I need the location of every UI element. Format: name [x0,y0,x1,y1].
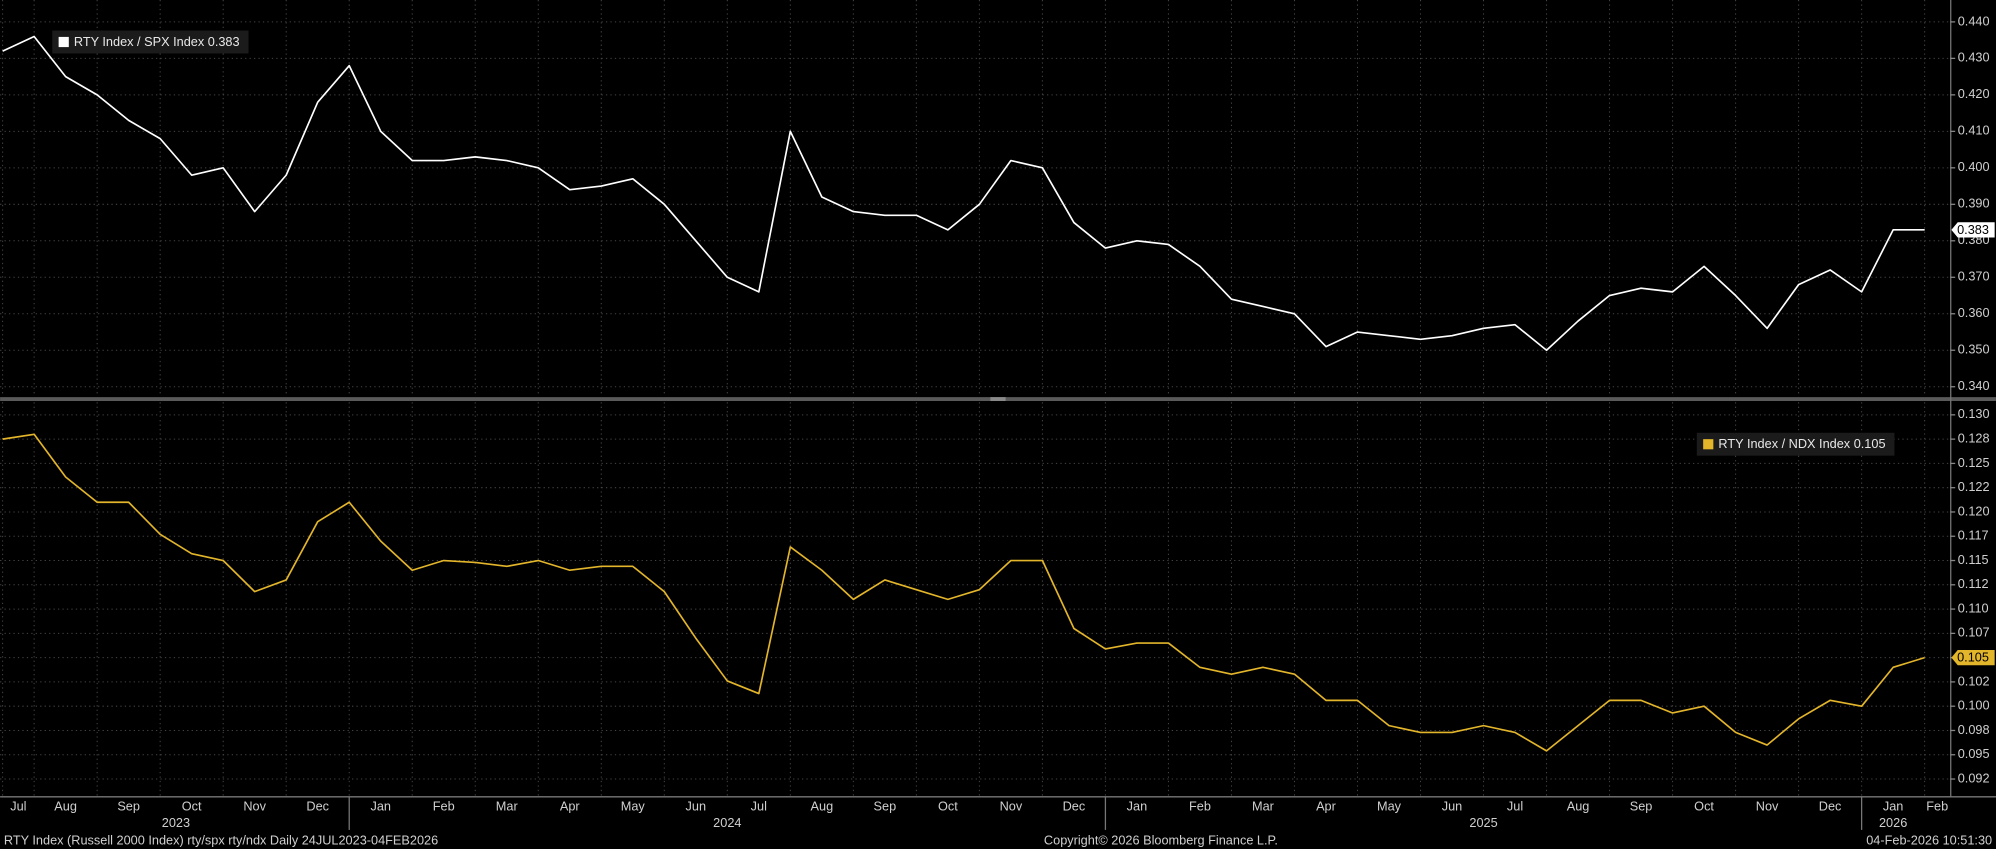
legend-label: RTY Index / NDX Index 0.105 [1718,436,1885,451]
y-tick-label: 0.440 [1958,13,1990,28]
x-tick-label: Jan [370,798,391,813]
y-tick-label: 0.115 [1958,552,1989,567]
year-label: 2023 [162,815,190,830]
y-tick-label: 0.128 [1958,430,1990,445]
y-tick-label: 0.117 [1958,528,1989,543]
y-tick-label: 0.112 [1958,576,1989,591]
x-tick-label: Feb [1189,798,1211,813]
series-line [2,433,1925,752]
y-tick-label: 0.100 [1958,698,1990,713]
x-tick-label: May [621,798,646,813]
x-tick-label: Mar [1252,798,1275,813]
x-tick-label: Dec [1819,798,1842,813]
year-label: 2026 [1879,815,1907,830]
x-tick-label: Aug [811,798,834,813]
x-tick-label: Jul [1507,798,1523,813]
x-tick-label: Jun [1442,798,1463,813]
x-tick-label: Dec [1063,798,1086,813]
x-tick-label: Dec [306,798,329,813]
y-tick-label: 0.110 [1958,600,1989,615]
x-tick-label: Aug [1567,798,1590,813]
y-tick-label: 0.370 [1958,269,1990,284]
separator-handle [990,397,1006,401]
legend-swatch [58,36,69,48]
value-tag-label: 0.105 [1957,650,1989,665]
footer-right: 04-Feb-2026 10:51:30 [1866,833,1992,848]
x-tick-label: Jun [686,798,707,813]
x-tick-label: Sep [117,798,140,813]
y-tick-label: 0.350 [1958,342,1990,357]
y-tick-label: 0.092 [1958,770,1990,785]
y-tick-label: 0.107 [1958,625,1990,640]
legend-label: RTY Index / SPX Index 0.383 [74,34,240,49]
footer-center: Copyright© 2026 Bloomberg Finance L.P. [1044,833,1278,848]
series-line [2,35,1925,352]
x-tick-label: Oct [182,798,202,813]
y-tick-label: 0.122 [1958,479,1990,494]
y-tick-label: 0.430 [1958,50,1990,65]
y-tick-label: 0.098 [1958,722,1990,737]
footer-left: RTY Index (Russell 2000 Index) rty/spx r… [4,833,438,848]
x-tick-label: Aug [54,798,77,813]
y-tick-label: 0.360 [1958,305,1990,320]
value-tag-label: 0.383 [1957,222,1989,237]
x-tick-label: Apr [1316,798,1337,813]
y-tick-label: 0.130 [1958,406,1990,421]
x-tick-label: Mar [496,798,519,813]
value-tag [1951,649,1995,666]
x-tick-label: Oct [938,798,958,813]
x-tick-label: Nov [1000,798,1023,813]
x-tick-label: Nov [1756,798,1779,813]
x-tick-label: Jan [1127,798,1148,813]
legend-box [1696,432,1895,456]
y-tick-label: 0.400 [1958,159,1990,174]
y-tick-label: 0.120 [1958,503,1990,518]
y-tick-label: 0.420 [1958,86,1990,101]
x-tick-label: Jul [10,798,26,813]
y-tick-label: 0.125 [1958,455,1990,470]
value-tag [1951,222,1995,238]
y-tick-label: 0.095 [1958,746,1990,761]
legend-box [52,30,249,54]
x-tick-label: Jan [1883,798,1904,813]
y-tick-label: 0.102 [1958,673,1990,688]
year-label: 2024 [713,815,741,830]
x-tick-label: Sep [874,798,897,813]
year-label: 2025 [1469,815,1497,830]
x-tick-label: Feb [433,798,455,813]
y-tick-label: 0.390 [1958,196,1990,211]
legend-swatch [1703,439,1714,450]
x-tick-label: Feb [1926,798,1948,813]
x-tick-label: Oct [1694,798,1714,813]
x-tick-label: Sep [1630,798,1653,813]
x-tick-label: Nov [243,798,266,813]
y-tick-label: 0.340 [1958,378,1990,393]
x-tick-label: Jul [751,798,767,813]
y-tick-label: 0.410 [1958,123,1990,138]
x-tick-label: May [1377,798,1402,813]
x-tick-label: Apr [560,798,581,813]
